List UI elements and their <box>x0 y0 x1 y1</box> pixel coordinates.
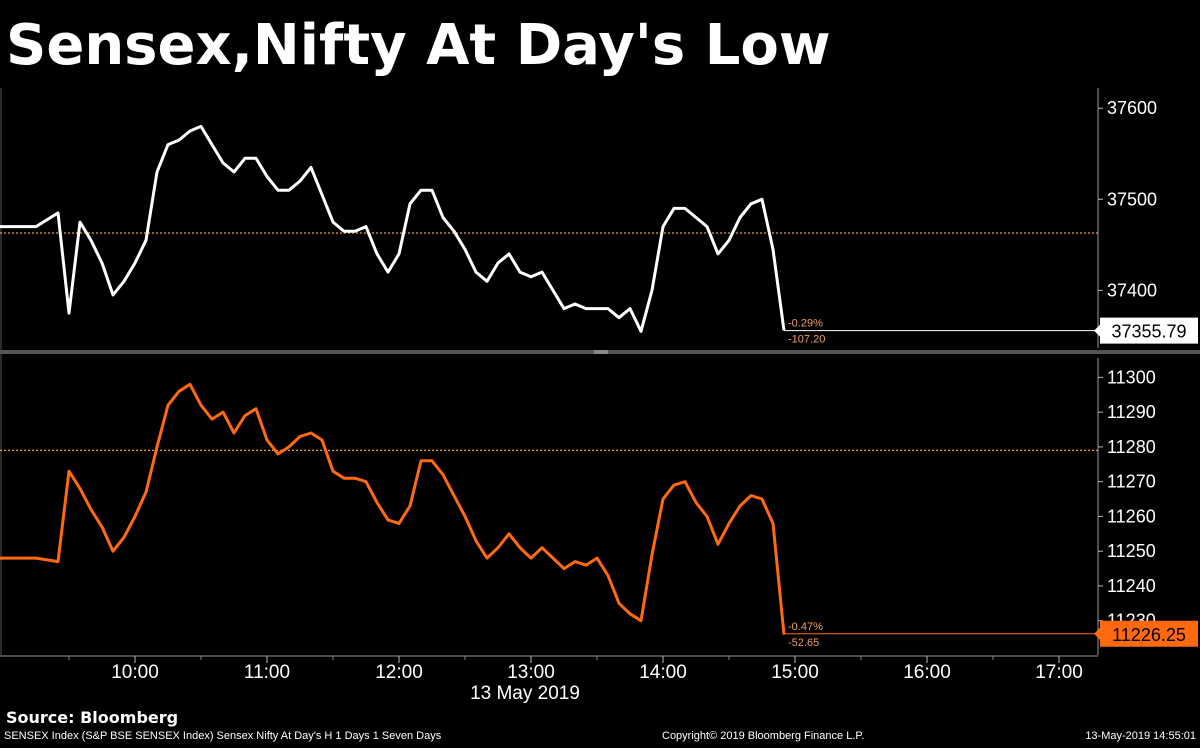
nifty-change-abs: -52.65 <box>788 637 819 649</box>
sensex-last-value-pointer <box>1094 324 1100 337</box>
nifty-y-tick-label: 11250 <box>1107 541 1156 561</box>
sensex-y-tick-label: 37500 <box>1107 189 1157 209</box>
source-label: Source: Bloomberg <box>6 708 179 727</box>
x-tick-label: 16:00 <box>903 662 951 683</box>
footer-security-description: SENSEX Index (S&P BSE SENSEX Index) Sens… <box>4 730 442 742</box>
nifty-last-value-label: 11226.25 <box>1112 625 1186 645</box>
sensex-panel: 37400 37500 37600 -0.29% -107.20 37355.79 <box>0 98 1198 346</box>
nifty-y-tick-label: 11300 <box>1107 367 1156 387</box>
x-tick-label: 13:00 <box>507 662 555 683</box>
nifty-y-tick-label: 11280 <box>1107 437 1156 457</box>
nifty-y-tick-label: 11290 <box>1107 402 1156 422</box>
footer-timestamp: 13-May-2019 14:55:01 <box>1085 730 1196 742</box>
sensex-last-value-label: 37355.79 <box>1111 322 1186 342</box>
x-tick-label: 15:00 <box>771 662 819 683</box>
nifty-series-line <box>0 382 786 635</box>
x-tick-label: 10:00 <box>111 662 159 683</box>
nifty-y-tick-label: 11240 <box>1107 576 1156 596</box>
nifty-y-tick-label: 11270 <box>1107 472 1156 492</box>
x-axis: 10:00 11:00 12:00 13:00 14:00 15:00 16:00 17:00 <box>68 656 1083 683</box>
sensex-y-tick-label: 37400 <box>1107 280 1157 300</box>
sensex-y-tick-label: 37600 <box>1107 98 1157 118</box>
footer-copyright: Copyright© 2019 Bloomberg Finance L.P. <box>662 730 865 742</box>
nifty-change-pct: -0.47% <box>788 621 823 633</box>
x-tick-label: 12:00 <box>375 662 423 683</box>
sensex-series-line <box>0 124 786 333</box>
sensex-change-pct: -0.29% <box>788 318 823 330</box>
x-axis-date-label: 13 May 2019 <box>470 683 580 704</box>
sensex-change-abs: -107.20 <box>788 334 825 346</box>
nifty-last-value-box <box>1100 620 1198 647</box>
nifty-panel: 1123011240112501126011270112801129011300… <box>0 367 1198 649</box>
panel-divider-handle[interactable] <box>594 350 608 354</box>
nifty-last-value-pointer <box>1094 627 1100 640</box>
x-tick-label: 11:00 <box>244 662 290 683</box>
sensex-last-value-box <box>1100 317 1198 344</box>
x-tick-label: 14:00 <box>639 662 687 683</box>
nifty-y-tick-label: 11260 <box>1107 506 1156 526</box>
x-tick-label: 17:00 <box>1035 662 1083 683</box>
chart-title: Sensex,Nifty At Day's Low <box>6 13 831 78</box>
